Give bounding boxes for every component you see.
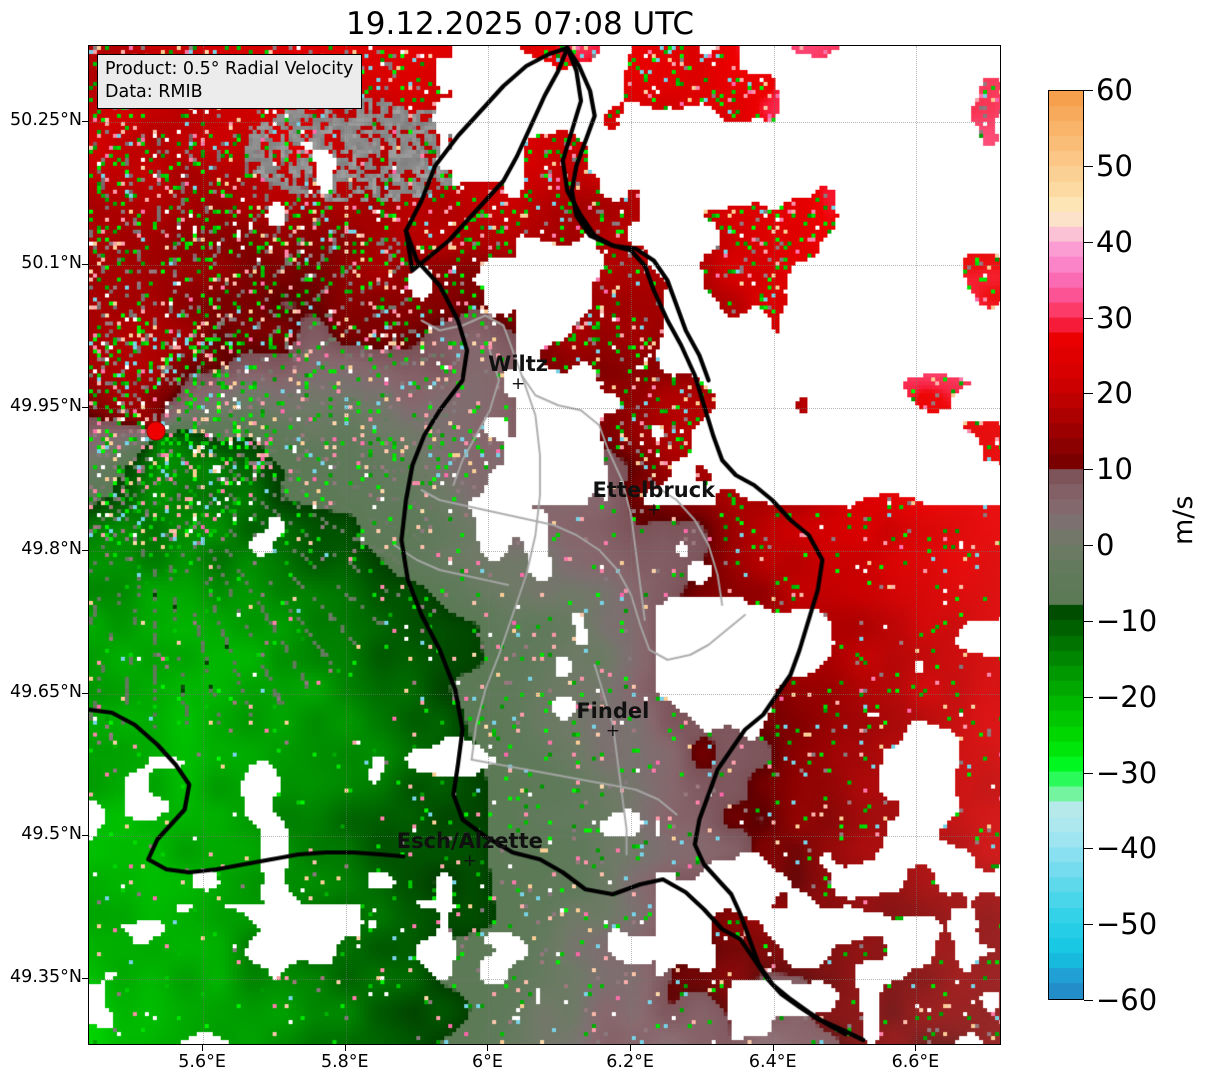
colorbar-tick-label: −30 <box>1096 755 1158 790</box>
product-label: Product: 0.5° Radial Velocity <box>105 59 354 79</box>
y-axis-tick-mark <box>82 692 88 694</box>
x-axis-tick-label: 6.6°E <box>891 1052 940 1072</box>
colorbar-tick-label: 40 <box>1096 224 1133 259</box>
x-axis-tick-mark <box>487 1045 489 1051</box>
y-axis-tick-mark <box>82 549 88 551</box>
colorbar-tick-label: 10 <box>1096 452 1133 487</box>
radar-site-icon <box>146 421 166 441</box>
colorbar-tick-label: 20 <box>1096 376 1133 411</box>
colorbar-tick-mark <box>1084 848 1093 850</box>
x-axis-tick-mark <box>344 1045 346 1051</box>
data-source-label: Data: RMIB <box>105 82 203 103</box>
y-axis-tick-mark <box>82 406 88 408</box>
colorbar-tick-mark <box>1084 393 1093 395</box>
colorbar-gradient <box>1049 91 1083 999</box>
colorbar-tick-mark <box>1084 1000 1093 1001</box>
colorbar-tick-label: −40 <box>1096 831 1158 866</box>
x-axis-tick-mark <box>915 1045 917 1051</box>
y-axis-tick-label: 49.65°N <box>10 681 82 702</box>
colorbar <box>1048 90 1084 1000</box>
x-axis-tick-mark <box>630 1045 632 1051</box>
colorbar-tick-mark <box>1084 165 1093 167</box>
colorbar-tick-mark <box>1084 317 1093 319</box>
colorbar-tick-label: 50 <box>1096 148 1133 183</box>
colorbar-tick-mark <box>1084 924 1093 926</box>
colorbar-tick-mark <box>1084 620 1093 622</box>
y-axis-tick-mark <box>82 121 88 123</box>
y-axis-tick-label: 50.25°N <box>10 110 82 131</box>
y-axis-tick-label: 50.1°N <box>21 253 82 274</box>
y-axis-tick-label: 49.35°N <box>10 967 82 988</box>
colorbar-tick-label: −20 <box>1096 679 1158 714</box>
colorbar-tick-label: −60 <box>1096 983 1158 1017</box>
x-axis-tick-mark <box>202 1045 204 1051</box>
y-axis-tick-mark <box>82 835 88 837</box>
colorbar-tick-mark <box>1084 772 1093 774</box>
y-axis-tick-label: 49.95°N <box>10 395 82 416</box>
colorbar-tick-mark <box>1084 696 1093 698</box>
product-info-box: Product: 0.5° Radial Velocity Data: RMIB <box>97 54 363 110</box>
x-axis-tick-mark <box>772 1045 774 1051</box>
y-axis-tick-label: 49.5°N <box>21 824 82 845</box>
radar-velocity-raster <box>89 46 1000 1044</box>
x-axis-tick-label: 5.6°E <box>178 1052 226 1072</box>
colorbar-unit-label: m/s <box>1168 495 1199 545</box>
x-axis-tick-label: 6.2°E <box>606 1052 654 1072</box>
y-axis-tick-mark <box>82 978 88 980</box>
radar-plot-area[interactable]: Product: 0.5° Radial Velocity Data: RMIB… <box>88 45 1001 1045</box>
x-axis-tick-label: 6.4°E <box>748 1052 797 1072</box>
colorbar-tick-mark <box>1084 545 1093 546</box>
y-axis-tick-label: 49.8°N <box>21 538 82 559</box>
x-axis-tick-label: 5.8°E <box>320 1052 369 1072</box>
colorbar-tick-label: 60 <box>1096 73 1133 107</box>
colorbar-tick-label: 30 <box>1096 300 1133 335</box>
colorbar-tick-label: 0 <box>1096 528 1115 562</box>
y-axis-tick-mark <box>82 264 88 266</box>
colorbar-tick-mark <box>1084 241 1093 243</box>
colorbar-tick-mark <box>1084 90 1093 91</box>
colorbar-tick-label: −50 <box>1096 907 1158 942</box>
colorbar-tick-mark <box>1084 469 1093 471</box>
page-title: 19.12.2025 07:08 UTC <box>346 6 694 42</box>
colorbar-tick-label: −10 <box>1096 603 1158 638</box>
x-axis-tick-label: 6°E <box>471 1052 503 1072</box>
